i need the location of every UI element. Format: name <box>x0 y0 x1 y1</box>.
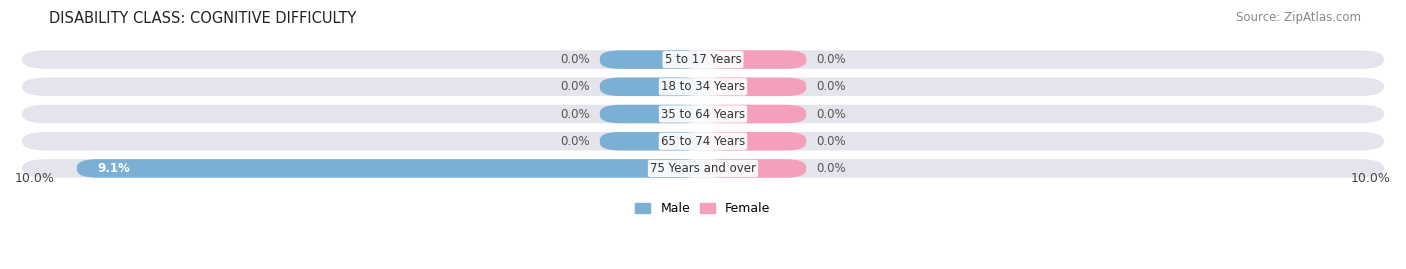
Legend: Male, Female: Male, Female <box>630 197 776 220</box>
FancyBboxPatch shape <box>703 50 806 69</box>
FancyBboxPatch shape <box>22 50 1384 69</box>
Text: 0.0%: 0.0% <box>560 135 589 148</box>
Text: 0.0%: 0.0% <box>560 53 589 66</box>
Text: 65 to 74 Years: 65 to 74 Years <box>661 135 745 148</box>
Text: 0.0%: 0.0% <box>817 53 846 66</box>
Text: 0.0%: 0.0% <box>817 135 846 148</box>
Text: 0.0%: 0.0% <box>817 162 846 175</box>
FancyBboxPatch shape <box>703 105 806 123</box>
Text: 0.0%: 0.0% <box>560 80 589 93</box>
Text: 10.0%: 10.0% <box>1351 172 1391 185</box>
FancyBboxPatch shape <box>22 132 1384 150</box>
Text: 18 to 34 Years: 18 to 34 Years <box>661 80 745 93</box>
FancyBboxPatch shape <box>600 77 703 96</box>
FancyBboxPatch shape <box>600 50 703 69</box>
Text: 0.0%: 0.0% <box>560 108 589 121</box>
FancyBboxPatch shape <box>77 159 703 178</box>
Text: DISABILITY CLASS: COGNITIVE DIFFICULTY: DISABILITY CLASS: COGNITIVE DIFFICULTY <box>49 11 357 26</box>
Text: 75 Years and over: 75 Years and over <box>650 162 756 175</box>
Text: 10.0%: 10.0% <box>15 172 55 185</box>
FancyBboxPatch shape <box>600 105 703 123</box>
Text: 9.1%: 9.1% <box>97 162 131 175</box>
FancyBboxPatch shape <box>703 132 806 150</box>
Text: 0.0%: 0.0% <box>817 108 846 121</box>
FancyBboxPatch shape <box>703 159 806 178</box>
FancyBboxPatch shape <box>22 159 1384 178</box>
Text: 5 to 17 Years: 5 to 17 Years <box>665 53 741 66</box>
FancyBboxPatch shape <box>22 105 1384 123</box>
FancyBboxPatch shape <box>22 77 1384 96</box>
Text: Source: ZipAtlas.com: Source: ZipAtlas.com <box>1236 11 1361 24</box>
Text: 35 to 64 Years: 35 to 64 Years <box>661 108 745 121</box>
Text: 0.0%: 0.0% <box>817 80 846 93</box>
FancyBboxPatch shape <box>703 77 806 96</box>
FancyBboxPatch shape <box>600 132 703 150</box>
